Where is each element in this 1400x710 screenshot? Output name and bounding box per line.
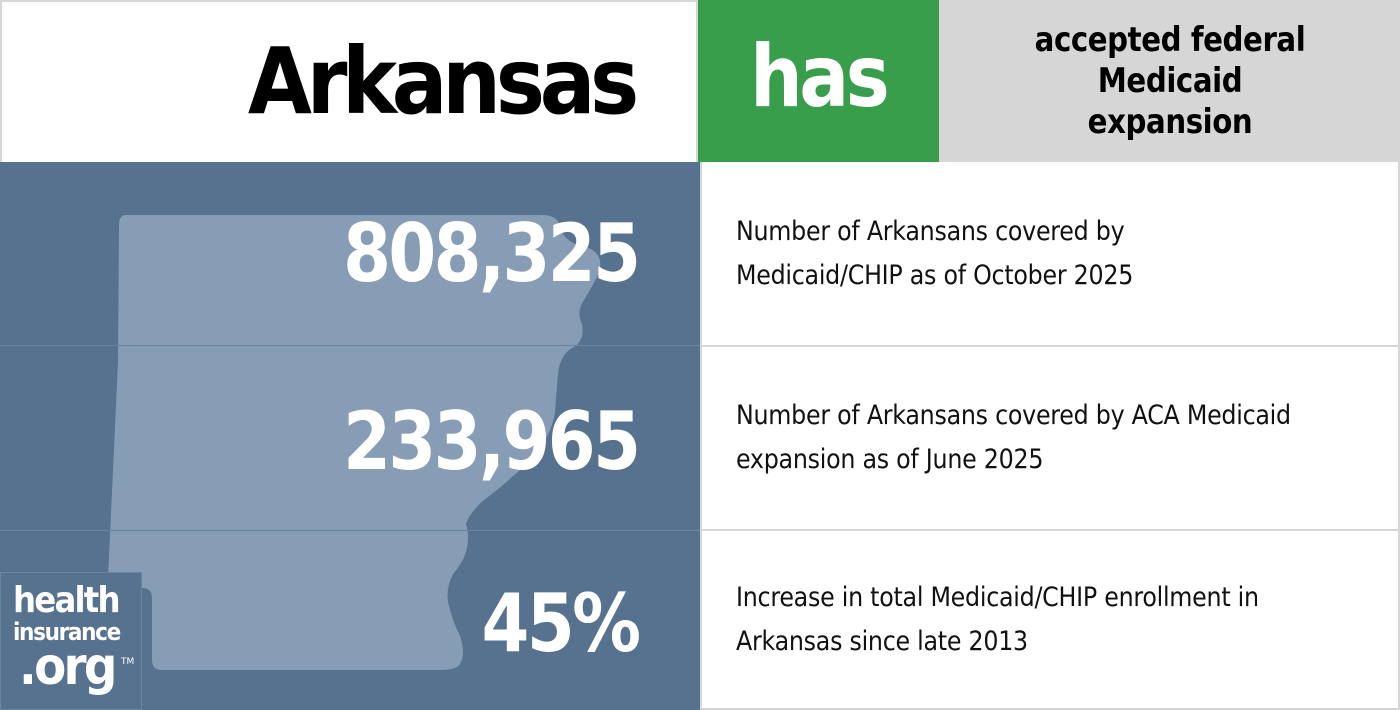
expansion-status-text: has	[750, 27, 890, 127]
stat-description-enrollment-increase: Increase in total Medicaid/CHIP enrollme…	[736, 581, 1259, 657]
stat-description-row: Increase in total Medicaid/CHIP enrollme…	[700, 531, 1400, 710]
logo-line-health: health	[13, 580, 121, 621]
expansion-description-cell: accepted federal Medicaid expansion	[939, 0, 1400, 162]
stat-description-row: Number of Arkansans covered by ACA Medic…	[700, 347, 1400, 531]
arkansas-map-icon	[108, 215, 601, 670]
logo-line-insurance: insurance	[13, 618, 121, 646]
stat-description-row: Number of Arkansans covered by Medicaid/…	[700, 162, 1400, 347]
stat-description-medicaid-chip: Number of Arkansans covered by Medicaid/…	[736, 215, 1134, 291]
stat-description-aca-expansion: Number of Arkansans covered by ACA Medic…	[736, 400, 1291, 475]
row-divider	[0, 345, 700, 346]
expansion-description: accepted federal Medicaid expansion	[1034, 19, 1305, 142]
stat-value-aca-expansion: 233,965	[342, 395, 641, 488]
expansion-status-badge: has	[698, 0, 939, 162]
stats-panel: 808,325 233,965 45% health insurance .or…	[0, 162, 700, 710]
state-name: Arkansas	[247, 28, 639, 135]
stat-value-enrollment-increase: 45%	[481, 577, 641, 670]
stat-value-medicaid-chip: 808,325	[342, 207, 641, 300]
state-name-cell: Arkansas	[0, 0, 698, 162]
logo-trademark: TM	[121, 657, 135, 667]
healthinsurance-org-logo: health insurance .org TM	[0, 572, 142, 710]
logo-line-org: .org	[19, 637, 117, 697]
row-divider	[0, 530, 700, 531]
